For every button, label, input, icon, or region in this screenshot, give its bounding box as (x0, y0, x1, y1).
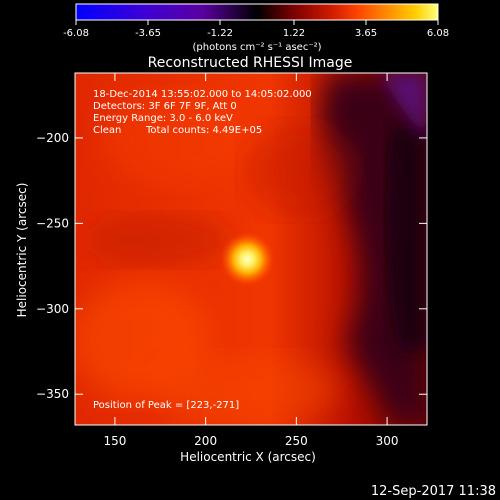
colorbar-units-label: (photons cm⁻² s⁻¹ asec⁻²) (192, 42, 321, 53)
annotation-peak-position: Position of Peak = [223,-271] (93, 400, 239, 411)
colorbar-tick-label: -6.08 (63, 28, 89, 39)
peak-source (219, 231, 276, 288)
annotation-method: Clean (93, 125, 121, 136)
chart-title: Reconstructed RHESSI Image (148, 55, 353, 71)
colorbar-ticks (75, 20, 439, 25)
y-axis-label: Heliocentric Y (arcsec) (15, 183, 29, 318)
x-tick-label: 300 (376, 434, 399, 448)
colorbar-tick-label: 3.65 (355, 28, 377, 39)
y-tick-label: −350 (36, 387, 69, 401)
x-tick-label: 250 (285, 434, 308, 448)
colorbar-tick-label: 6.08 (427, 28, 449, 39)
x-tick-label: 150 (103, 434, 126, 448)
colorbar-gradient (75, 3, 439, 21)
footer-timestamp: 12-Sep-2017 11:38 (371, 484, 496, 499)
image-annotations: 18-Dec-2014 13:55:02.000 to 14:05:02.000… (93, 89, 312, 411)
annotation-total-counts: Total counts: 4.49E+05 (145, 125, 262, 136)
y-tick-label: −300 (36, 302, 69, 316)
y-tick-label: −200 (36, 131, 69, 145)
x-axis-ticks: 150 200 250 300 (103, 73, 399, 448)
annotation-time-range: 18-Dec-2014 13:55:02.000 to 14:05:02.000 (93, 89, 312, 100)
colorbar-tick-label: -3.65 (135, 28, 161, 39)
x-tick-label: 200 (194, 434, 217, 448)
colorbar-tick-label: -1.22 (207, 28, 233, 39)
y-tick-label: −250 (36, 216, 69, 230)
plot-frame (74, 72, 428, 426)
y-axis-ticks: −200 −250 −300 −350 (36, 131, 427, 401)
colorbar: -6.08 -3.65 -1.22 1.22 3.65 6.08 (photon… (63, 3, 449, 53)
annotation-energy: Energy Range: 3.0 - 6.0 keV (93, 113, 233, 124)
heatmap-image (75, 73, 427, 425)
annotation-detectors: Detectors: 3F 6F 7F 9F, Att 0 (93, 101, 237, 112)
x-axis-label: Heliocentric X (arcsec) (180, 450, 316, 464)
colorbar-tick-label: 1.22 (283, 28, 305, 39)
